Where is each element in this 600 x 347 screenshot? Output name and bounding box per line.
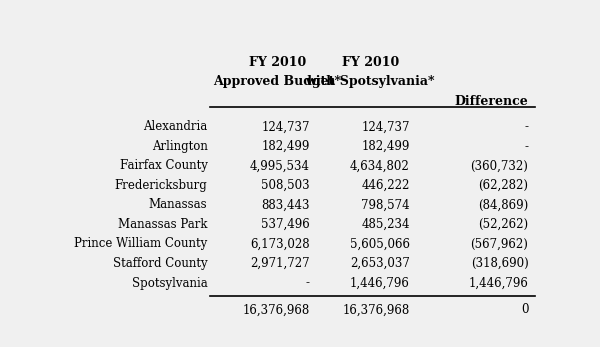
Text: with Spotsylvania*: with Spotsylvania* — [305, 75, 435, 88]
Text: 124,737: 124,737 — [262, 120, 310, 134]
Text: -: - — [524, 140, 529, 153]
Text: 5,605,066: 5,605,066 — [350, 237, 410, 251]
Text: Stafford County: Stafford County — [113, 257, 208, 270]
Text: (62,282): (62,282) — [478, 179, 529, 192]
Text: Prince William County: Prince William County — [74, 237, 208, 251]
Text: (52,262): (52,262) — [478, 218, 529, 231]
Text: Fredericksburg: Fredericksburg — [115, 179, 208, 192]
Text: 2,653,037: 2,653,037 — [350, 257, 410, 270]
Text: 883,443: 883,443 — [262, 198, 310, 211]
Text: 1,446,796: 1,446,796 — [469, 277, 529, 289]
Text: 16,376,968: 16,376,968 — [343, 304, 410, 316]
Text: 16,376,968: 16,376,968 — [242, 304, 310, 316]
Text: 508,503: 508,503 — [261, 179, 310, 192]
Text: FY 2010: FY 2010 — [341, 56, 399, 69]
Text: 2,971,727: 2,971,727 — [250, 257, 310, 270]
Text: FY 2010: FY 2010 — [248, 56, 306, 69]
Text: 4,995,534: 4,995,534 — [250, 160, 310, 172]
Text: Manassas: Manassas — [149, 198, 208, 211]
Text: -: - — [524, 120, 529, 134]
Text: 798,574: 798,574 — [361, 198, 410, 211]
Text: (318,690): (318,690) — [470, 257, 529, 270]
Text: Manassas Park: Manassas Park — [118, 218, 208, 231]
Text: (360,732): (360,732) — [470, 160, 529, 172]
Text: 182,499: 182,499 — [262, 140, 310, 153]
Text: 6,173,028: 6,173,028 — [250, 237, 310, 251]
Text: 4,634,802: 4,634,802 — [350, 160, 410, 172]
Text: 485,234: 485,234 — [361, 218, 410, 231]
Text: -: - — [306, 277, 310, 289]
Text: Alexandria: Alexandria — [143, 120, 208, 134]
Text: 182,499: 182,499 — [361, 140, 410, 153]
Text: Arlington: Arlington — [152, 140, 208, 153]
Text: 1,446,796: 1,446,796 — [350, 277, 410, 289]
Text: 537,496: 537,496 — [261, 218, 310, 231]
Text: 124,737: 124,737 — [361, 120, 410, 134]
Text: 0: 0 — [521, 304, 529, 316]
Text: 446,222: 446,222 — [361, 179, 410, 192]
Text: (84,869): (84,869) — [478, 198, 529, 211]
Text: Difference: Difference — [455, 95, 529, 108]
Text: Fairfax County: Fairfax County — [119, 160, 208, 172]
Text: Approved Budget*: Approved Budget* — [213, 75, 341, 88]
Text: Spotsylvania: Spotsylvania — [132, 277, 208, 289]
Text: (567,962): (567,962) — [470, 237, 529, 251]
